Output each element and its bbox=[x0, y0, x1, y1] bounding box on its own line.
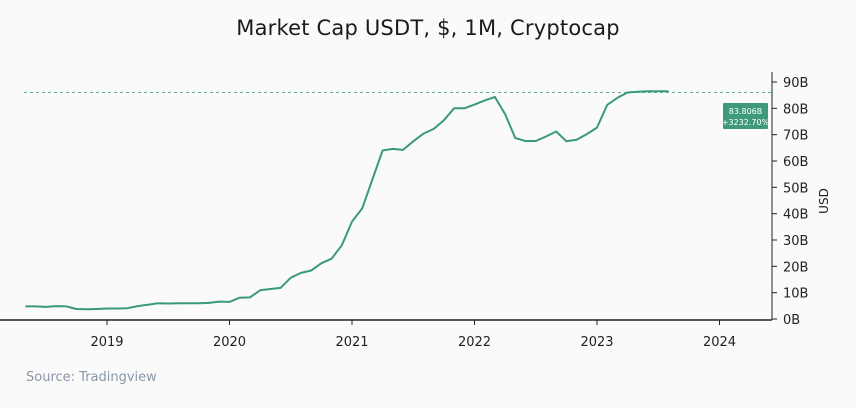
y-tick-label: 30B bbox=[783, 234, 808, 249]
y-tick-label: 70B bbox=[783, 129, 808, 144]
x-tick-label: 2024 bbox=[703, 335, 736, 350]
y-tick-label: 10B bbox=[783, 287, 808, 302]
last-value-badge: 83.806B +3232.70% bbox=[722, 103, 770, 129]
y-tick-label: 40B bbox=[783, 208, 808, 223]
y-tick-label: 90B bbox=[783, 76, 808, 91]
x-tick-label: 2020 bbox=[213, 335, 246, 350]
last-value-badge-bg bbox=[723, 103, 768, 129]
last-value-label: 83.806B bbox=[729, 107, 762, 116]
axes bbox=[0, 72, 773, 321]
series-line-group bbox=[25, 90, 669, 311]
y-axis-label: USD bbox=[817, 188, 831, 214]
source-caption: Source: Tradingview bbox=[26, 370, 157, 385]
x-tick-label: 2021 bbox=[335, 335, 368, 350]
x-tick-label: 2019 bbox=[90, 335, 123, 350]
x-tick-label: 2023 bbox=[580, 335, 613, 350]
y-tick-label: 50B bbox=[783, 181, 808, 196]
y-tick-label: 20B bbox=[783, 260, 808, 275]
x-axis-ticks: 2019 2020 2021 2022 2023 2024 bbox=[90, 320, 736, 350]
y-tick-label: 0B bbox=[783, 313, 800, 328]
x-tick-label: 2022 bbox=[458, 335, 491, 350]
y-axis-ticks: 0B 10B 20B 30B 40B 50B 60B 70B 80B 90B bbox=[772, 76, 808, 328]
series-line bbox=[25, 90, 669, 311]
last-change-label: +3232.70% bbox=[722, 118, 770, 127]
y-tick-label: 60B bbox=[783, 155, 808, 170]
y-tick-label: 80B bbox=[783, 102, 808, 117]
chart-title: Market Cap USDT, $, 1M, Cryptocap bbox=[236, 16, 620, 40]
